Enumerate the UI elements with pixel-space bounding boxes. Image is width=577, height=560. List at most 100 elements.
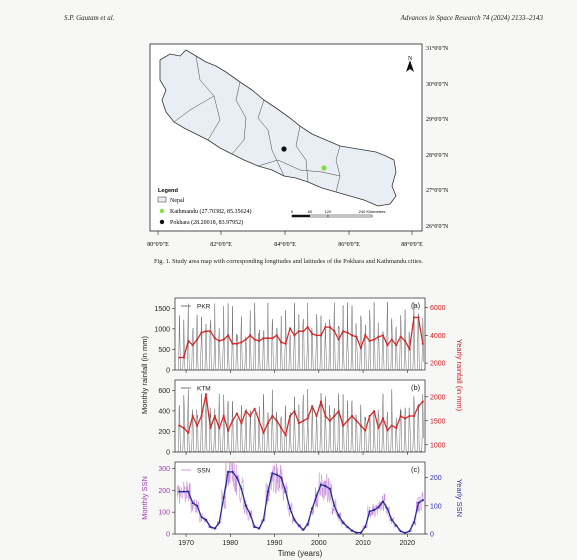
scale-tick-0: 0 — [291, 209, 294, 214]
yearly-point — [226, 429, 230, 432]
left-tick-label: 400 — [158, 408, 170, 415]
figure-1-caption: Fig. 1. Study area map with correspondin… — [153, 258, 424, 265]
yearly-point — [218, 339, 221, 343]
yearly-point — [253, 525, 256, 529]
yearly-point — [178, 424, 181, 427]
yearly-point — [231, 419, 234, 422]
yearly-point — [421, 400, 424, 403]
yearly-point — [182, 426, 185, 430]
legend-label: PKR — [197, 304, 211, 311]
yearly-point — [253, 338, 256, 341]
panel-label: (a) — [411, 301, 421, 310]
scale-tick-1: 60 — [308, 209, 313, 214]
yearly-point — [342, 330, 345, 333]
yearly-point — [355, 335, 358, 338]
left-tick-label: 100 — [158, 510, 170, 517]
yearly-point — [178, 490, 181, 493]
yearly-point — [222, 338, 225, 341]
yearly-point — [209, 426, 212, 430]
legend-item-pokhara: Pokhara (28.20018, 83.97952) — [170, 219, 243, 226]
yearly-point — [266, 337, 270, 340]
yearly-point — [373, 410, 376, 413]
lat-label-29: 29°0'0"N — [426, 116, 449, 123]
lat-label-28: 28°0'0"N — [426, 152, 449, 159]
yearly-point — [319, 400, 323, 403]
yearly-point — [421, 499, 424, 502]
yearly-point — [271, 414, 274, 418]
yearly-point — [226, 334, 230, 337]
yearly-point — [373, 338, 376, 341]
yearly-point — [403, 531, 407, 534]
yearly-point — [403, 417, 407, 420]
yearly-point — [359, 424, 362, 427]
yearly-point — [359, 531, 362, 534]
yearly-point — [306, 523, 309, 526]
yearly-point — [346, 331, 349, 334]
yearly-point — [200, 515, 203, 519]
yearly-point — [271, 472, 274, 475]
yearly-point — [315, 494, 318, 497]
yearly-point — [244, 410, 247, 413]
yearly-point — [311, 405, 314, 408]
left-tick-label: 0 — [166, 368, 170, 375]
x-tick-label: 1990 — [267, 540, 283, 547]
yearly-point — [196, 424, 199, 427]
yearly-point — [399, 335, 402, 338]
yearly-point — [333, 414, 336, 418]
yearly-point — [288, 507, 292, 510]
yearly-point — [187, 490, 190, 493]
yearly-point — [328, 325, 331, 329]
yearly-point — [346, 419, 349, 422]
longitude-labels: 80°0'0"E 82°0'0"E 84°0'0"E 86°0'0"E 88°0… — [147, 241, 423, 248]
yearly-point — [337, 514, 340, 517]
yearly-point — [346, 525, 349, 529]
yearly-point — [235, 342, 239, 345]
lat-label-26: 26°0'0"N — [426, 223, 449, 230]
yearly-point — [275, 419, 278, 422]
yearly-point — [408, 414, 411, 418]
right-tick-label: 4000 — [430, 333, 446, 340]
yearly-point — [381, 500, 385, 503]
lat-label-27: 27°0'0"N — [426, 187, 449, 194]
yearly-point — [266, 490, 270, 493]
monthly-series-line — [177, 301, 424, 371]
x-tick-label: 2000 — [311, 540, 327, 547]
yearly-point — [381, 334, 385, 337]
yearly-point — [403, 339, 407, 343]
yearly-point — [395, 426, 398, 430]
yearly-point — [182, 490, 185, 493]
yearly-point — [191, 414, 194, 418]
yearly-point — [244, 504, 247, 507]
yearly-point — [213, 527, 216, 530]
x-tick-label: 2020 — [400, 540, 416, 547]
lat-label-31: 31°0'0"N — [426, 45, 449, 52]
yearly-point — [302, 330, 305, 333]
right-tick-label: 1000 — [430, 442, 446, 449]
right-tick-label: 1500 — [430, 418, 446, 425]
yearly-point — [350, 529, 354, 532]
yearly-point — [328, 419, 331, 422]
yearly-point — [324, 414, 327, 418]
yearly-point — [196, 504, 199, 507]
right-axis-label: Yearly SSN — [455, 479, 464, 517]
yearly-point — [231, 342, 234, 345]
left-tick-label: 1500 — [154, 306, 170, 313]
yearly-point — [262, 337, 265, 340]
x-tick-label: 1970 — [178, 540, 194, 547]
x-tick-label: 1980 — [223, 540, 239, 547]
lon-label-86: 86°0'0"E — [338, 241, 360, 248]
latitude-labels: 31°0'0"N 30°0'0"N 29°0'0"N 28°0'0"N 27°0… — [426, 45, 449, 230]
yearly-point — [284, 490, 287, 493]
panel-label: (c) — [411, 465, 420, 474]
left-axis-label: Monthly rainfall (in mm) — [140, 336, 149, 414]
yearly-point — [337, 338, 340, 341]
panel-frame — [174, 297, 426, 371]
yearly-point — [280, 476, 283, 479]
kathmandu-marker — [321, 165, 327, 171]
panel-legend: SSN — [181, 468, 211, 475]
x-axis-label: Time (years) — [278, 549, 323, 558]
right-tick-label: 2000 — [430, 361, 446, 368]
yearly-point — [204, 518, 208, 521]
left-tick-label: 600 — [158, 388, 170, 395]
yearly-point — [333, 330, 336, 333]
